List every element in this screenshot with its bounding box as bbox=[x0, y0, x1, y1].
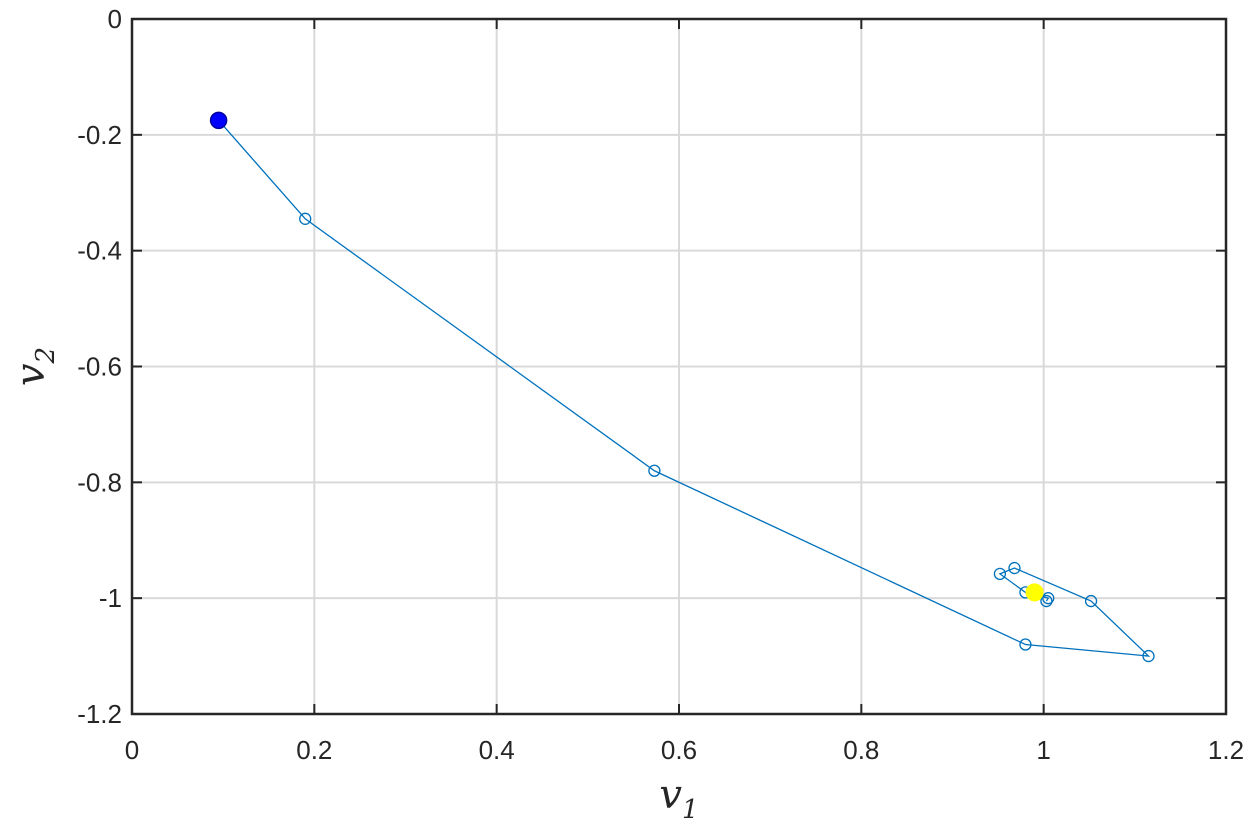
data-point bbox=[1040, 594, 1053, 608]
data-point bbox=[1042, 592, 1055, 605]
x-tick-label: 0.6 bbox=[661, 735, 697, 765]
end-point-marker bbox=[1025, 583, 1044, 602]
x-tick-label: 0.4 bbox=[479, 735, 515, 765]
start-point-marker bbox=[209, 111, 228, 130]
x-tick-label: 1.2 bbox=[1208, 735, 1244, 765]
x-tick-label: 1 bbox=[1036, 735, 1050, 765]
x-axis-label: v1 bbox=[659, 772, 698, 825]
x-tick-label: 0.8 bbox=[843, 735, 879, 765]
y-tick-label: -0.8 bbox=[77, 467, 122, 497]
trajectory-series bbox=[209, 111, 1155, 663]
data-point bbox=[993, 567, 1007, 580]
data-point bbox=[299, 212, 312, 225]
data-point bbox=[1008, 561, 1021, 575]
data-point bbox=[648, 464, 661, 477]
y-tick-label: -1 bbox=[99, 583, 122, 613]
y-tick-label: 0 bbox=[108, 4, 122, 34]
data-point bbox=[1142, 649, 1155, 663]
y-axis-label: v2 bbox=[8, 347, 61, 386]
tick-marks bbox=[131, 18, 1227, 715]
x-tick-label: 0 bbox=[125, 735, 139, 765]
y-tick-label: -0.2 bbox=[77, 120, 122, 150]
data-point bbox=[1084, 594, 1098, 608]
y-tick-label: -0.6 bbox=[77, 352, 122, 382]
y-tick-label: -1.2 bbox=[77, 699, 122, 729]
series-line bbox=[218, 119, 1151, 657]
y-tick-labels: 0 -0.2 -0.4 -0.6 -0.8 -1 -1.2 bbox=[77, 4, 122, 729]
y-tick-label: -0.4 bbox=[77, 236, 122, 266]
data-point bbox=[1019, 638, 1032, 651]
x-tick-label: 0.2 bbox=[296, 735, 332, 765]
grid bbox=[131, 18, 1227, 715]
x-tick-labels: 0 0.2 0.4 0.6 0.8 1 1.2 bbox=[125, 735, 1244, 765]
